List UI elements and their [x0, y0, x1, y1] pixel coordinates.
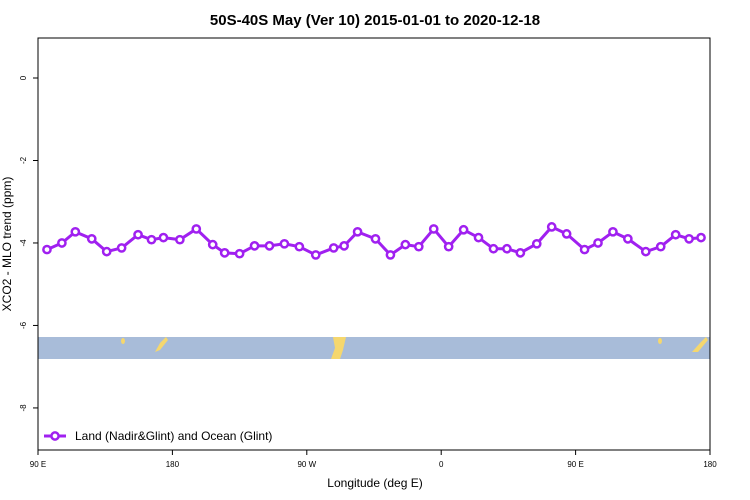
data-point	[428, 224, 439, 234]
data-point	[234, 248, 245, 259]
y-tick-label: -2	[19, 156, 28, 164]
data-point	[593, 238, 603, 248]
data-point	[70, 226, 81, 237]
land-ocean-strip	[38, 337, 710, 359]
data-point	[294, 241, 305, 252]
data-point	[116, 243, 127, 253]
data-point	[101, 246, 112, 257]
plot-frame	[37, 37, 711, 451]
data-point	[42, 244, 52, 255]
x-tick-label: 180	[703, 460, 717, 469]
data-point	[546, 222, 557, 232]
data-point	[623, 233, 633, 244]
land-patch	[692, 337, 708, 352]
data-point	[207, 239, 218, 250]
data-point	[339, 241, 349, 251]
data-point	[488, 243, 499, 254]
data-point	[655, 241, 666, 252]
y-tick-label: -6	[19, 321, 28, 329]
x-tick-label: 90 E	[30, 460, 46, 469]
land-patch	[121, 338, 125, 344]
data-point	[443, 241, 454, 252]
x-tick-label: 90 W	[297, 460, 316, 469]
x-axis-label: Longitude (deg E)	[327, 476, 422, 490]
data-point	[684, 233, 694, 244]
data-point	[158, 232, 169, 243]
data-point	[133, 229, 143, 240]
y-tick-label: -4	[19, 239, 28, 247]
land-patch	[658, 338, 662, 344]
data-point	[385, 250, 396, 260]
chart-title: 50S-40S May (Ver 10) 2015-01-01 to 2020-…	[210, 12, 540, 29]
land-patch	[155, 337, 168, 352]
data-point	[608, 226, 618, 237]
land-patch	[331, 337, 346, 359]
data-point	[640, 246, 651, 257]
data-point	[515, 248, 526, 258]
data-point	[328, 243, 339, 253]
data-point	[579, 244, 590, 255]
data-point	[146, 234, 157, 245]
data-point	[413, 241, 424, 252]
data-point	[370, 233, 381, 244]
ocean-band	[38, 337, 710, 359]
x-tick-label: 180	[166, 460, 180, 469]
data-point	[219, 248, 230, 258]
data-point	[696, 232, 706, 243]
data-point	[458, 224, 469, 235]
data-point	[57, 238, 67, 248]
data-point	[310, 250, 321, 260]
y-axis-label: XCO2 - MLO trend (ppm)	[0, 177, 14, 312]
data-point	[249, 241, 260, 251]
data-point	[473, 232, 484, 243]
data-point	[175, 234, 185, 245]
data-point	[561, 229, 572, 239]
y-tick-label: -8	[19, 404, 28, 412]
legend-label: Land (Nadir&Glint) and Ocean (Glint)	[75, 429, 272, 443]
data-point	[279, 238, 290, 249]
data-point	[352, 226, 363, 237]
data-point	[670, 229, 681, 240]
data-point	[86, 233, 97, 244]
x-tick-label: 90 E	[567, 460, 583, 469]
data-point	[502, 243, 512, 254]
data-point	[400, 239, 411, 250]
y-tick-label: 0	[19, 75, 28, 80]
legend-marker	[50, 431, 60, 441]
data-point	[531, 238, 542, 249]
x-tick-label: 0	[439, 460, 444, 469]
data-point	[191, 224, 202, 234]
data-point	[264, 241, 275, 251]
